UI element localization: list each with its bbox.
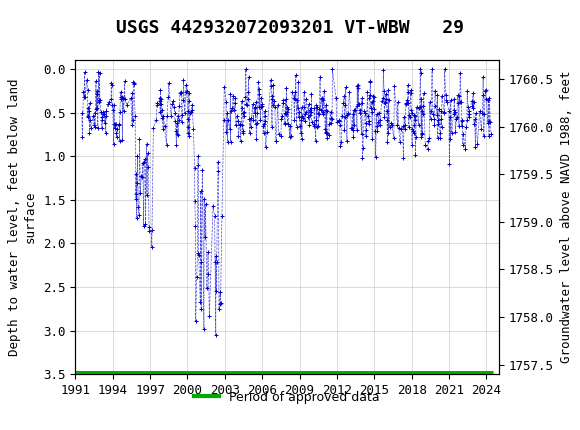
Y-axis label: Depth to water level, feet below land
surface: Depth to water level, feet below land su… xyxy=(8,78,36,356)
Legend: Period of approved data: Period of approved data xyxy=(189,386,385,408)
Text: ≡USGS: ≡USGS xyxy=(3,10,61,29)
Y-axis label: Groundwater level above NAVD 1988, feet: Groundwater level above NAVD 1988, feet xyxy=(560,71,574,363)
Text: USGS 442932072093201 VT-WBW   29: USGS 442932072093201 VT-WBW 29 xyxy=(116,19,464,37)
